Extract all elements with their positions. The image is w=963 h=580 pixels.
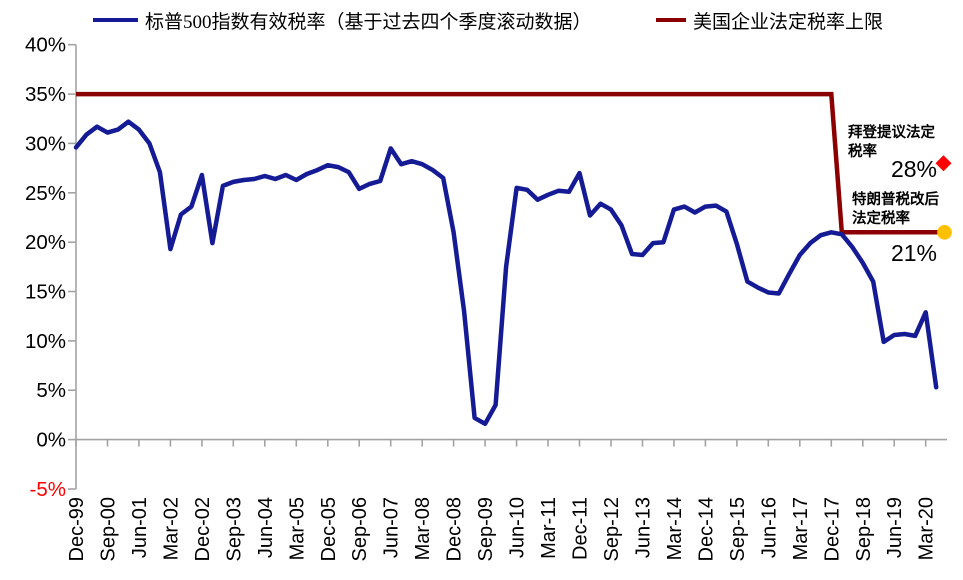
y-axis-label: 25%	[25, 182, 66, 205]
y-axis-label: 15%	[25, 281, 66, 304]
x-axis-label: Jun-04	[255, 497, 277, 558]
trump-rate-value: 21%	[890, 240, 937, 266]
x-axis-label: Sep-15	[727, 497, 749, 562]
trump-annotation-line1: 特朗普税改后	[852, 192, 939, 208]
legend-swatch-effective-line	[93, 17, 138, 23]
x-axis-label: Sep-06	[349, 497, 371, 562]
y-axis-label: 30%	[25, 132, 66, 155]
x-axis-label: Jun-10	[507, 497, 529, 558]
trump-marker-circle-icon	[937, 225, 952, 240]
x-axis-label: Dec-11	[570, 497, 592, 560]
x-axis-label: Dec-05	[318, 497, 340, 561]
x-axis-label: Dec-08	[444, 497, 466, 561]
x-axis-label: Sep-03	[223, 497, 245, 562]
trump-annotation-line2: 法定税率	[852, 211, 910, 227]
x-axis-label: Mar-11	[538, 497, 560, 559]
y-axis-label: 10%	[25, 330, 66, 353]
y-axis-label: 0%	[36, 429, 66, 452]
x-axis-label: Dec-99	[66, 497, 88, 561]
legend-label-effective-rate: 标普500指数有效税率（基于过去四个季度滚动数据）	[145, 11, 592, 33]
effective-rate-line	[73, 119, 939, 427]
statutory-rate-line	[76, 91, 945, 235]
x-axis-label: Mar-20	[916, 497, 938, 560]
biden-marker-diamond-icon	[935, 155, 952, 172]
x-axis-label: Sep-09	[475, 497, 497, 562]
y-axis-label: 40%	[25, 34, 66, 57]
x-axis-label: Sep-18	[853, 497, 875, 562]
x-axis-label: Dec-14	[695, 497, 717, 561]
y-axis-labels: 40% 35% 30% 25% 20% 15% 10% 5% 0% -5%	[25, 34, 66, 501]
y-axis-label: 5%	[36, 379, 66, 402]
y-axis-label: 35%	[25, 83, 66, 106]
biden-rate-value: 28%	[890, 156, 937, 182]
x-axis-label: Mar-08	[412, 497, 434, 560]
x-axis-label: Jun-19	[884, 497, 906, 558]
biden-annotation-line1: 拜登提议法定	[848, 125, 935, 141]
x-axis-label: Sep-12	[601, 497, 623, 562]
x-axis-label: Jun-16	[758, 497, 780, 558]
x-axis-label: Dec-02	[192, 497, 214, 561]
legend-swatch-statutory-line	[656, 17, 686, 23]
trump-tax-reform-annotation: 特朗普税改后 法定税率	[852, 191, 939, 229]
y-axis-label: -5%	[30, 478, 66, 501]
legend-item-effective-rate: 标普500指数有效税率（基于过去四个季度滚动数据）	[93, 8, 592, 33]
x-axis-label: Jun-07	[381, 497, 403, 558]
x-axis-label: Mar-17	[790, 497, 812, 560]
x-axis-label: Jun-13	[633, 497, 655, 558]
x-axis-label: Mar-14	[664, 497, 686, 560]
legend-label-statutory-rate: 美国企业法定税率上限	[693, 11, 884, 33]
x-axis	[75, 438, 947, 447]
y-axis	[68, 43, 77, 490]
y-axis-label: 20%	[25, 231, 66, 254]
biden-proposal-annotation: 拜登提议法定 税率	[848, 124, 935, 162]
x-axis-label: Mar-02	[160, 497, 182, 560]
x-axis-label: Dec-17	[821, 497, 843, 561]
x-axis-labels: Dec-99 Sep-00 Jun-01 Mar-02 Dec-02 Sep-03 Jun-…	[66, 497, 938, 562]
legend-item-statutory-rate: 美国企业法定税率上限	[656, 8, 884, 33]
x-axis-label: Jun-01	[129, 497, 151, 558]
biden-annotation-line2: 税率	[848, 144, 877, 160]
x-axis-label: Mar-05	[286, 497, 308, 560]
x-axis-label: Sep-00	[98, 497, 120, 562]
